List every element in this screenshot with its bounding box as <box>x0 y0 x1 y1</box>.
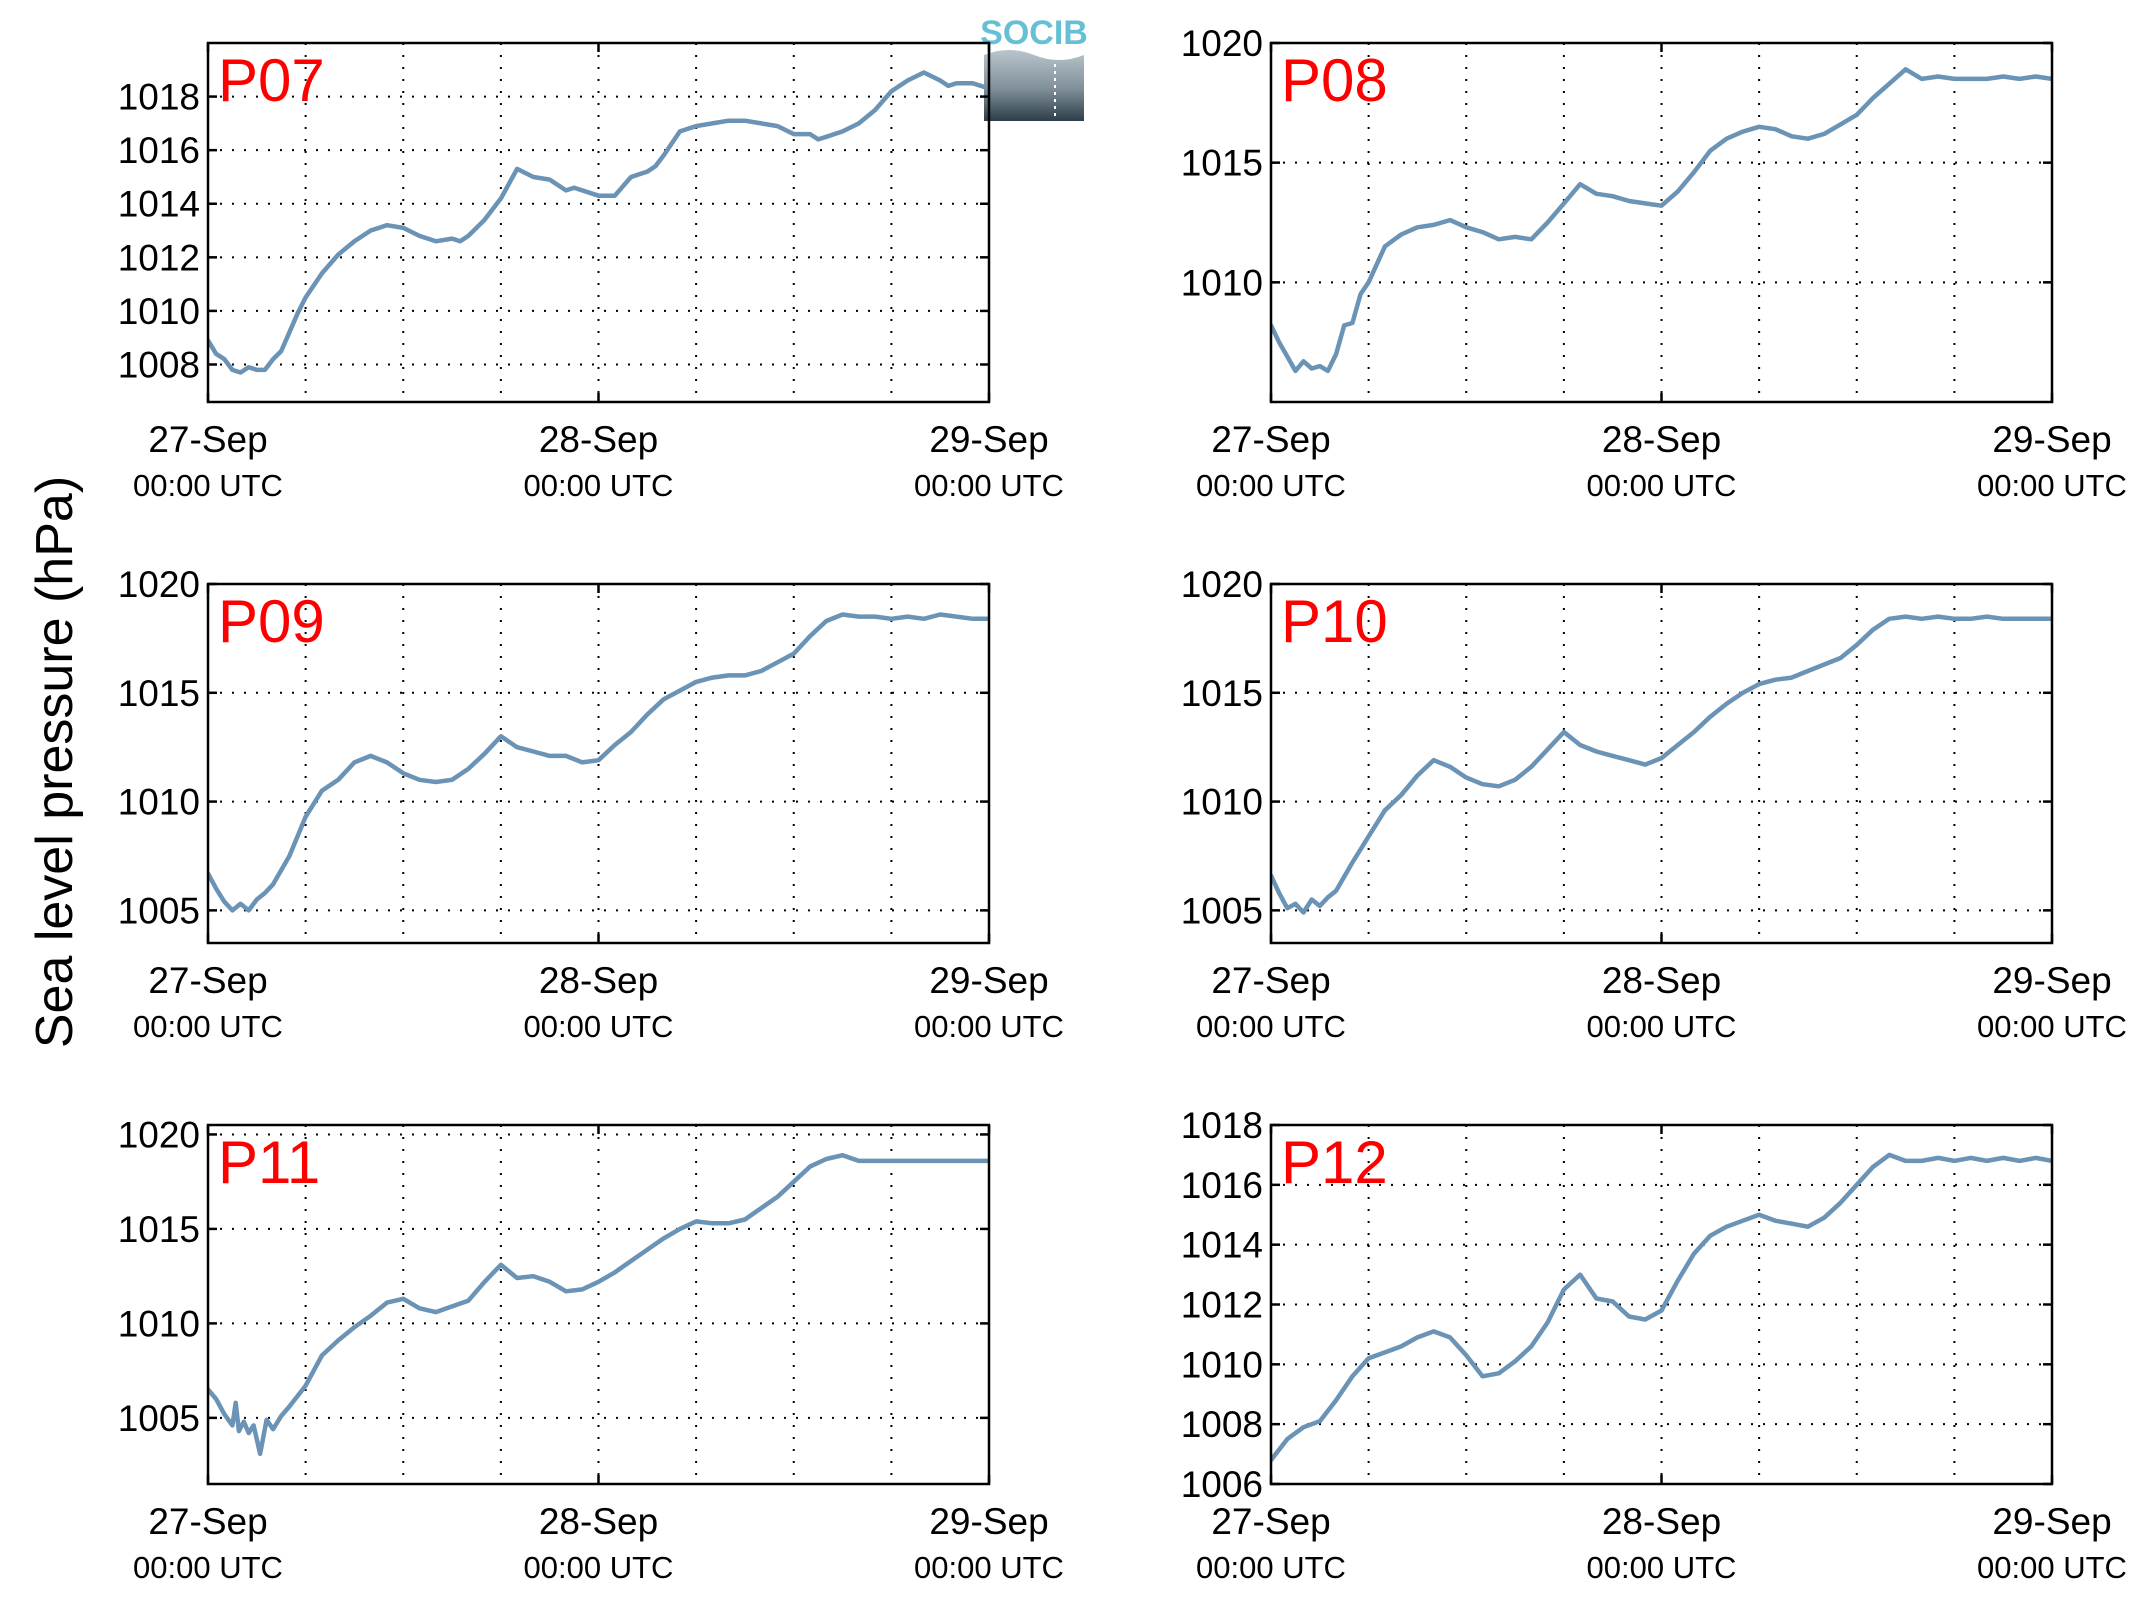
y-tick-label: 1020 <box>1181 23 1263 64</box>
y-tick-label: 1010 <box>1181 1344 1263 1385</box>
panel-title: P11 <box>218 1129 320 1196</box>
x-tick-sublabel: 00:00 UTC <box>133 1009 283 1044</box>
y-tick-label: 1020 <box>118 1114 200 1155</box>
x-tick-sublabel: 00:00 UTC <box>1196 1550 1346 1585</box>
x-tick-sublabel: 00:00 UTC <box>524 468 674 503</box>
x-tick-sublabel: 00:00 UTC <box>1587 468 1737 503</box>
y-tick-label: 1018 <box>1181 1105 1263 1146</box>
series-line-p12 <box>1271 1152 2052 1463</box>
panels: 1008 1010 1012 1014 1016 1018 27-Sep 00:00 UTC 2… <box>118 23 2127 1585</box>
y-tick-label: 1010 <box>118 782 200 823</box>
x-tick-label: 28-Sep <box>539 1501 658 1542</box>
socib-logo-text: SOCIB <box>980 14 1088 52</box>
x-tick-label: 27-Sep <box>148 419 267 460</box>
x-tick-label: 27-Sep <box>1211 960 1330 1001</box>
socib-logo-wave <box>984 50 1084 121</box>
y-tick-label: 1005 <box>118 1398 200 1439</box>
x-tick-label: 28-Sep <box>539 960 658 1001</box>
panel-p12: 1006 1008 1010 1012 1014 1016 1018 27-Sep 00:00 … <box>1181 1105 2127 1585</box>
y-tick-label: 1012 <box>1181 1285 1263 1326</box>
x-tick-label: 27-Sep <box>148 1501 267 1542</box>
x-tick-label: 29-Sep <box>1992 1501 2111 1542</box>
x-tick-sublabel: 00:00 UTC <box>1587 1550 1737 1585</box>
x-tick-sublabel: 00:00 UTC <box>914 1009 1064 1044</box>
y-tick-label: 1020 <box>118 564 200 605</box>
socib-logo: SOCIB <box>980 14 1088 121</box>
x-tick-label: 27-Sep <box>1211 1501 1330 1542</box>
panel-title: P12 <box>1281 1129 1388 1196</box>
x-tick-label: 27-Sep <box>148 960 267 1001</box>
series-line-p08 <box>1271 67 2052 374</box>
x-tick-label: 29-Sep <box>1992 960 2111 1001</box>
y-tick-label: 1014 <box>1181 1225 1263 1266</box>
x-tick-sublabel: 00:00 UTC <box>914 468 1064 503</box>
y-tick-label: 1020 <box>1181 564 1263 605</box>
x-tick-sublabel: 00:00 UTC <box>524 1009 674 1044</box>
y-tick-label: 1015 <box>118 673 200 714</box>
y-tick-label: 1012 <box>118 237 200 278</box>
panel-title: P09 <box>218 588 325 655</box>
y-tick-label: 1008 <box>118 344 200 385</box>
y-tick-label: 1006 <box>1181 1464 1263 1505</box>
x-tick-label: 29-Sep <box>929 419 1048 460</box>
x-tick-sublabel: 00:00 UTC <box>1977 468 2127 503</box>
x-tick-sublabel: 00:00 UTC <box>524 1550 674 1585</box>
x-tick-label: 27-Sep <box>1211 419 1330 460</box>
series-line-p09 <box>208 612 989 913</box>
y-tick-label: 1015 <box>118 1209 200 1250</box>
y-tick-label: 1010 <box>1181 782 1263 823</box>
panel-p11: 1005 1010 1015 1020 27-Sep 00:00 UTC 28-Sep 00:… <box>118 1114 1064 1585</box>
panel-title: P08 <box>1281 47 1388 114</box>
panel-p09: 1005 1010 1015 1020 27-Sep 00:00 UTC 28-Sep 00:… <box>118 564 1064 1044</box>
panel-title: P07 <box>218 47 325 114</box>
y-tick-label: 1008 <box>1181 1404 1263 1445</box>
x-tick-label: 29-Sep <box>929 1501 1048 1542</box>
y-tick-label: 1010 <box>118 291 200 332</box>
y-tick-label: 1016 <box>118 130 200 171</box>
y-tick-label: 1016 <box>1181 1165 1263 1206</box>
series-line-p11 <box>208 1152 989 1457</box>
y-tick-label: 1010 <box>1181 262 1263 303</box>
x-tick-label: 28-Sep <box>1602 960 1721 1001</box>
panel-p10: 1005 1010 1015 1020 27-Sep 00:00 UTC 28-Sep 00:… <box>1181 564 2127 1044</box>
x-tick-sublabel: 00:00 UTC <box>133 1550 283 1585</box>
series-line-p10 <box>1271 614 2052 915</box>
x-tick-sublabel: 00:00 UTC <box>133 468 283 503</box>
series-line-p07 <box>208 70 989 375</box>
x-tick-sublabel: 00:00 UTC <box>1196 1009 1346 1044</box>
y-axis-label: Sea level pressure (hPa) <box>26 476 84 1048</box>
y-tick-label: 1015 <box>1181 673 1263 714</box>
x-tick-label: 28-Sep <box>1602 419 1721 460</box>
panel-p07: 1008 1010 1012 1014 1016 1018 27-Sep 00:00 UTC 2… <box>118 41 1064 503</box>
x-tick-label: 29-Sep <box>1992 419 2111 460</box>
y-tick-label: 1005 <box>118 890 200 931</box>
x-tick-sublabel: 00:00 UTC <box>1977 1009 2127 1044</box>
x-tick-sublabel: 00:00 UTC <box>914 1550 1064 1585</box>
panel-p08: 1010 1015 1020 27-Sep 00:00 UTC 28-Sep 00:00 U… <box>1181 23 2127 503</box>
y-tick-label: 1014 <box>118 184 200 225</box>
y-tick-label: 1015 <box>1181 143 1263 184</box>
x-tick-label: 29-Sep <box>929 960 1048 1001</box>
x-tick-label: 28-Sep <box>539 419 658 460</box>
panel-title: P10 <box>1281 588 1388 655</box>
x-tick-sublabel: 00:00 UTC <box>1196 468 1346 503</box>
y-tick-label: 1010 <box>118 1303 200 1344</box>
x-tick-sublabel: 00:00 UTC <box>1977 1550 2127 1585</box>
y-tick-label: 1005 <box>1181 890 1263 931</box>
y-tick-label: 1018 <box>118 77 200 118</box>
x-tick-sublabel: 00:00 UTC <box>1587 1009 1737 1044</box>
x-tick-label: 28-Sep <box>1602 1501 1721 1542</box>
